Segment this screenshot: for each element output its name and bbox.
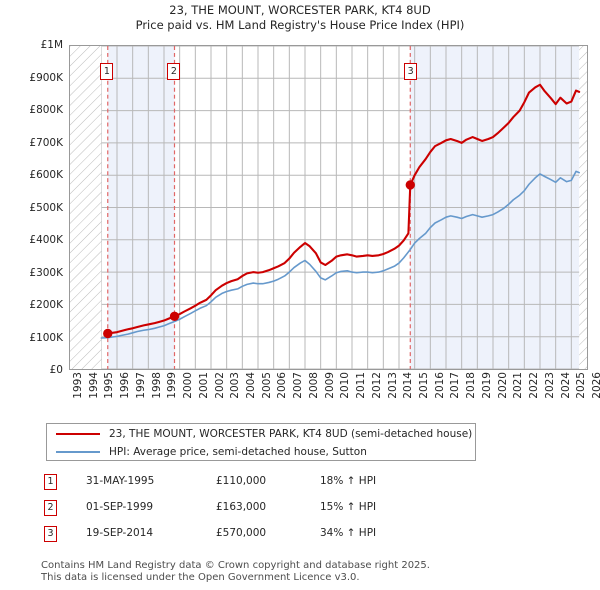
y-axis-tick-label: £300K [29, 266, 63, 279]
table-row: 2 01-SEP-1999 £163,000 15% ↑ HPI [40, 497, 470, 523]
x-axis-tick-label: 2007 [292, 372, 305, 399]
transaction-date: 31-MAY-1995 [86, 475, 155, 487]
y-axis-tick-label: £500K [29, 201, 63, 214]
chart-canvas [70, 46, 587, 369]
status-badge: 2 [44, 500, 57, 516]
x-axis-tick-label: 2002 [213, 372, 226, 399]
transaction-marker-dot [405, 180, 415, 190]
x-axis-tick-label: 2026 [591, 372, 600, 399]
x-axis-tick-label: 1998 [150, 372, 163, 399]
x-axis-tick-label: 2009 [323, 372, 336, 399]
series-price-paid [106, 83, 581, 335]
status-badge: 3 [44, 526, 57, 542]
y-axis-labels: £0 £100K £200K £300K £400K £500K £600K £700K £80… [0, 40, 66, 375]
y-axis-tick-label: £1M [40, 38, 63, 51]
transaction-date: 19-SEP-2014 [86, 527, 154, 539]
x-axis-tick-label: 2001 [197, 372, 210, 399]
x-axis-tick-label: 2000 [182, 372, 195, 399]
legend-label-hpi: HPI: Average price, semi-detached house,… [109, 445, 367, 458]
x-axis-tick-label: 2018 [465, 372, 478, 399]
x-axis-tick-label: 2025 [575, 372, 588, 399]
hatched-region [579, 46, 587, 369]
y-axis-tick-label: £900K [29, 71, 63, 84]
plot-area [69, 45, 588, 370]
x-axis-tick-label: 1994 [87, 372, 100, 399]
transaction-hpi-delta: 15% ↑ HPI [320, 501, 377, 513]
x-axis-tick-label: 2019 [480, 372, 493, 399]
y-axis-tick-label: £100K [29, 331, 63, 344]
y-axis-tick-label: £0 [49, 363, 63, 376]
y-axis-tick-label: £700K [29, 136, 63, 149]
x-axis-tick-label: 1999 [166, 372, 179, 399]
footer-line-licence: This data is licensed under the Open Gov… [41, 571, 360, 583]
status-badge: 1 [44, 474, 57, 490]
chart-legend: 23, THE MOUNT, WORCESTER PARK, KT4 8UD (… [46, 423, 476, 461]
x-axis-tick-label: 2016 [433, 372, 446, 399]
page-subtitle: Price paid vs. HM Land Registry's House … [135, 18, 465, 32]
footer-line-copyright: Contains HM Land Registry data © Crown c… [41, 560, 430, 571]
transaction-price: £110,000 [216, 475, 267, 487]
footer-attribution: Contains HM Land Registry data © Crown c… [41, 560, 581, 583]
x-axis-tick-label: 2024 [559, 372, 572, 399]
transaction-hpi-delta: 34% ↑ HPI [320, 527, 377, 539]
x-axis-tick-label: 2008 [307, 372, 320, 399]
hatched-region [70, 46, 102, 369]
legend-item-price-paid: 23, THE MOUNT, WORCESTER PARK, KT4 8UD (… [47, 424, 472, 443]
x-axis-tick-label: 1996 [119, 372, 132, 399]
x-axis-tick-label: 1997 [134, 372, 147, 399]
x-axis-tick-label: 2017 [449, 372, 462, 399]
legend-label-price-paid: 23, THE MOUNT, WORCESTER PARK, KT4 8UD (… [109, 427, 473, 440]
x-axis-tick-label: 2020 [496, 372, 509, 399]
x-axis-tick-label: 2006 [276, 372, 289, 399]
marker-flag: 1 [100, 63, 114, 80]
series-hpi [100, 170, 580, 339]
transaction-marker-dot [103, 328, 113, 339]
plot-inner [70, 46, 587, 369]
x-axis-tick-label: 1993 [72, 372, 84, 399]
x-axis-tick-label: 2012 [370, 372, 383, 399]
y-axis-tick-label: £200K [29, 298, 63, 311]
transaction-date: 01-SEP-1999 [86, 501, 154, 513]
transaction-hpi-delta: 18% ↑ HPI [320, 475, 377, 487]
x-axis-tick-label: 2010 [339, 372, 352, 399]
marker-flag: 3 [404, 63, 418, 80]
legend-item-hpi: HPI: Average price, semi-detached house,… [47, 442, 367, 461]
x-axis-tick-label: 1995 [103, 372, 116, 399]
legend-swatch-hpi [56, 450, 100, 453]
x-axis-tick-label: 2022 [528, 372, 541, 399]
x-axis-tick-label: 2021 [512, 372, 525, 399]
legend-swatch-price-paid [56, 432, 100, 435]
chart-title-block: 23, THE MOUNT, WORCESTER PARK, KT4 8UD P… [0, 3, 600, 33]
x-axis-tick-label: 2011 [355, 372, 368, 399]
x-axis-tick-label: 2014 [402, 372, 415, 399]
x-axis-labels: 1993 1994 1995 1996 1997 1998 1999 2000 2001 2002… [69, 372, 600, 414]
x-axis-tick-label: 2015 [418, 372, 430, 399]
y-axis-tick-label: £600K [29, 168, 63, 181]
x-axis-tick-label: 2005 [260, 372, 273, 399]
page-title: 23, THE MOUNT, WORCESTER PARK, KT4 8UD [169, 3, 431, 17]
x-axis-tick-label: 2004 [245, 372, 257, 399]
y-axis-tick-label: £400K [29, 233, 63, 246]
transaction-price: £570,000 [216, 527, 267, 539]
transaction-table: 1 31-MAY-1995 £110,000 18% ↑ HPI 2 01-SE… [40, 471, 470, 549]
x-axis-tick-label: 2003 [229, 372, 242, 399]
table-row: 3 19-SEP-2014 £570,000 34% ↑ HPI [40, 523, 470, 549]
marker-flag: 2 [167, 63, 181, 80]
x-axis-tick-label: 2023 [543, 372, 556, 399]
x-axis-tick-label: 2013 [386, 372, 399, 399]
transaction-marker-dot [169, 311, 180, 322]
y-axis-tick-label: £800K [29, 103, 63, 116]
table-row: 1 31-MAY-1995 £110,000 18% ↑ HPI [40, 471, 470, 497]
transaction-price: £163,000 [216, 501, 267, 513]
